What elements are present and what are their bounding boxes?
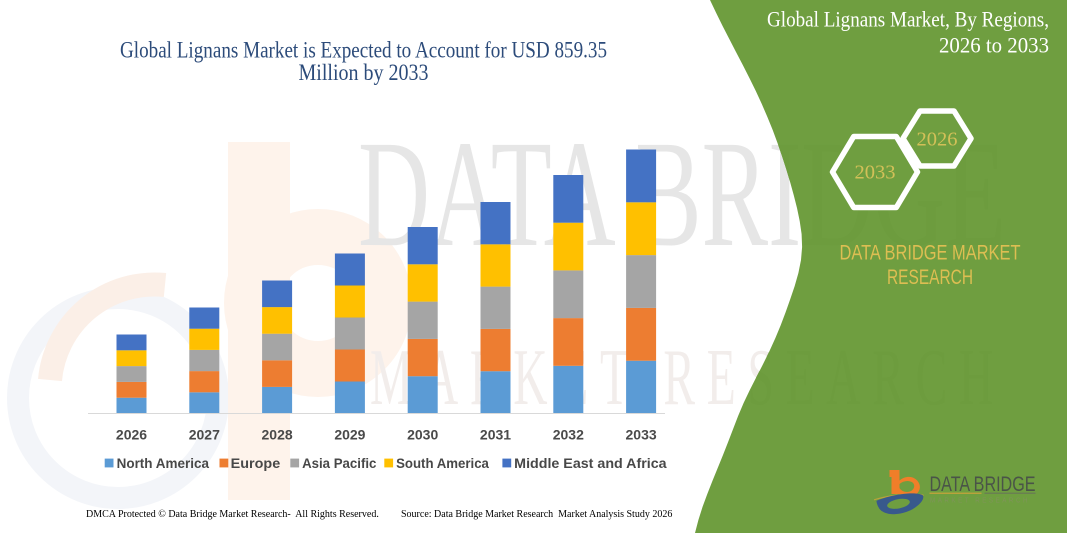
svg-text:2032: 2032 <box>553 427 584 443</box>
svg-text:Asia Pacific: Asia Pacific <box>302 455 376 471</box>
svg-text:Middle East and Africa: Middle East and Africa <box>514 455 667 471</box>
svg-text:South America: South America <box>396 455 489 471</box>
svg-text:Global Lignans Market, By Regi: Global Lignans Market, By Regions, <box>767 7 1049 32</box>
svg-text:DMCA Protected © Data Bridge M: DMCA Protected © Data Bridge Market Rese… <box>86 509 379 520</box>
svg-text:North America: North America <box>117 455 210 471</box>
svg-text:MARKET RESEARCH: MARKET RESEARCH <box>930 498 1030 505</box>
svg-text:2030: 2030 <box>407 427 438 443</box>
svg-text:2026 to 2033: 2026 to 2033 <box>939 33 1049 58</box>
svg-text:2033: 2033 <box>855 161 896 183</box>
svg-text:2027: 2027 <box>189 427 220 443</box>
svg-text:Million by 2033: Million by 2033 <box>299 60 429 85</box>
svg-text:2026: 2026 <box>116 427 147 443</box>
svg-text:2028: 2028 <box>262 427 293 443</box>
svg-text:2026: 2026 <box>917 129 958 151</box>
svg-text:2031: 2031 <box>480 427 511 443</box>
svg-text:Europe: Europe <box>231 455 281 471</box>
svg-text:2033: 2033 <box>626 427 657 443</box>
svg-text:2029: 2029 <box>334 427 365 443</box>
svg-text:RESEARCH: RESEARCH <box>887 266 973 289</box>
svg-text:DATA BRIDGE MARKET: DATA BRIDGE MARKET <box>840 242 1021 265</box>
svg-text:Source: Data Bridge Market Res: Source: Data Bridge Market Research Mark… <box>401 509 672 520</box>
svg-text:DATA BRIDGE: DATA BRIDGE <box>930 473 1036 496</box>
svg-text:Global Lignans Market is Expec: Global Lignans Market is Expected to Acc… <box>120 38 607 63</box>
